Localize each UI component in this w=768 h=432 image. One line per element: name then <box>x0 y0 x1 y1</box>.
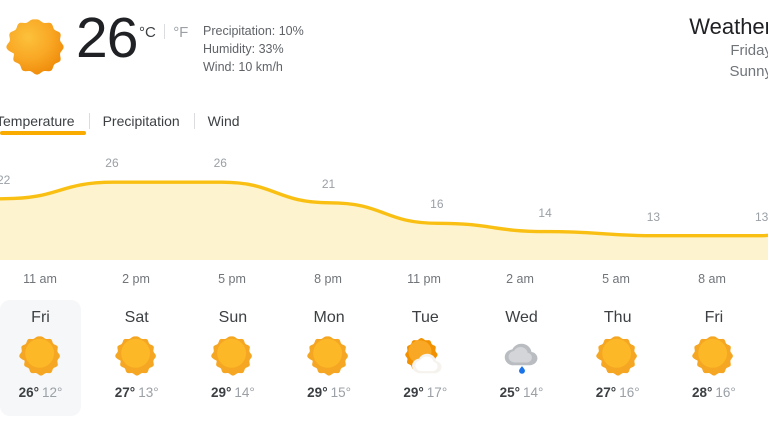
forecast-low: 15° <box>330 385 352 400</box>
forecast-day-card[interactable]: Fri 26° 12° <box>0 300 81 416</box>
forecast-high: 27° <box>114 385 136 400</box>
chart-area-fill <box>0 182 768 260</box>
forecast-day-card[interactable]: Sat 27° 13° <box>96 300 177 416</box>
tab-wind[interactable]: Wind <box>193 112 254 130</box>
current-temperature: 26 <box>76 6 138 70</box>
sun-icon <box>96 332 177 380</box>
tab-precipitation[interactable]: Precipitation <box>88 112 194 130</box>
forecast-day-name: Wed <box>505 309 538 326</box>
weather-header: 26 °C °F Precipitation: 10% Humidity: 33… <box>0 0 768 96</box>
forecast-day-name: Fri <box>704 309 724 326</box>
header-divider <box>196 22 197 74</box>
forecast-day-card[interactable]: Sun 29° 14° <box>192 300 273 416</box>
chart-line <box>0 180 768 238</box>
forecast-temps: 29° 17° <box>385 384 466 402</box>
forecast-low: 13° <box>138 385 159 400</box>
rain-icon <box>481 332 562 380</box>
forecast-day-card[interactable]: Mon 29° 15° <box>289 300 370 416</box>
time-axis-tick: 5 am <box>602 272 630 286</box>
wind-value: Wind: 10 km/h <box>203 60 283 74</box>
current-conditions: Precipitation: 10% Humidity: 33% Wind: 1… <box>203 22 304 76</box>
forecast-high: 27° <box>595 385 617 400</box>
time-axis-tick: 2 am <box>506 272 534 286</box>
forecast-high: 29° <box>210 385 232 400</box>
sun-icon <box>6 16 68 78</box>
forecast-day-card[interactable]: Fri 28° 16° <box>673 300 754 416</box>
forecast-high: 28° <box>691 385 713 400</box>
chart-point-label: 26 <box>213 156 227 171</box>
chart-tabs: Temperature Precipitation Wind <box>0 104 254 138</box>
forecast-temps: 25° 14° <box>481 384 562 402</box>
forecast-high: 29° <box>403 385 424 400</box>
forecast-temps: 29° 15° <box>289 384 370 402</box>
forecast-low: 17° <box>426 385 448 400</box>
time-axis-tick: 2 pm <box>122 272 150 286</box>
time-axis: 11 am 2 pm 5 pm 8 pm 11 pm 2 am 5 am 8 am <box>0 271 768 291</box>
forecast-temps: 28° 16° <box>673 384 754 402</box>
forecast-low: 12° <box>42 385 63 400</box>
sun-icon <box>673 332 754 380</box>
forecast-high: 29° <box>307 385 328 400</box>
forecast-day-card[interactable]: Thu 27° 16° <box>577 300 658 416</box>
chart-point-label: 22 <box>0 172 11 187</box>
daily-forecast: Fri 26° 12° Sat 27° 13° Sun 29° 14° Mon 29 <box>0 300 768 420</box>
temperature-chart <box>0 160 768 260</box>
fahrenheit-option[interactable]: °F <box>173 24 189 41</box>
forecast-high: 25° <box>499 385 520 400</box>
time-axis-tick: 11 pm <box>407 272 441 286</box>
chart-point-label: 26 <box>105 156 119 171</box>
chart-point-label: 14 <box>538 205 552 220</box>
forecast-day-card[interactable]: Tue 29° 17° <box>385 300 466 416</box>
location-summary: Weather Friday Sunny <box>689 14 768 82</box>
page-title: Weather <box>689 14 768 39</box>
time-axis-tick: 8 pm <box>314 272 342 286</box>
chart-point-label: 13 <box>755 209 768 224</box>
forecast-temps: 27° 16° <box>577 384 658 402</box>
unit-toggle[interactable]: °C °F <box>139 24 188 42</box>
time-axis-tick: 11 am <box>23 272 57 286</box>
forecast-temps: 26° 12° <box>0 384 81 402</box>
sun-icon <box>192 332 273 380</box>
current-summary: Sunny <box>729 63 768 80</box>
chart-point-label: 13 <box>646 209 661 224</box>
celsius-option[interactable]: °C <box>139 24 156 41</box>
active-tab-indicator <box>0 131 86 135</box>
forecast-low: 14° <box>523 385 544 400</box>
forecast-low: 16° <box>619 385 640 400</box>
forecast-day-card[interactable]: Wed 25° 14° <box>481 300 562 416</box>
time-axis-tick: 8 am <box>698 272 726 286</box>
forecast-day-name: Sat <box>124 309 149 326</box>
forecast-low: 16° <box>715 385 736 400</box>
forecast-day-name: Fri <box>31 309 50 326</box>
forecast-high: 26° <box>18 385 39 400</box>
time-axis-tick: 5 pm <box>218 272 246 286</box>
forecast-temps: 27° 13° <box>96 384 177 402</box>
unit-divider <box>164 24 166 39</box>
tab-temperature[interactable]: Temperature <box>0 113 75 129</box>
humidity-value: Humidity: 33% <box>203 42 284 56</box>
sun-icon <box>577 332 658 380</box>
precipitation-value: Precipitation: 10% <box>203 24 304 38</box>
chart-point-labels: 22 26 26 21 16 14 13 13 <box>0 156 768 223</box>
forecast-day-name: Thu <box>603 309 632 326</box>
chart-point-label: 16 <box>430 197 444 212</box>
chart-svg <box>0 180 768 260</box>
current-day: Friday <box>730 42 768 59</box>
sun-icon <box>289 332 370 380</box>
sun-icon <box>0 332 81 380</box>
chart-point-label: 21 <box>321 176 336 191</box>
forecast-day-name: Tue <box>411 309 439 326</box>
partly-cloudy-icon <box>385 332 466 380</box>
forecast-low: 14° <box>234 385 255 400</box>
forecast-temps: 29° 14° <box>192 384 273 402</box>
forecast-day-name: Sun <box>218 309 248 326</box>
forecast-day-name: Mon <box>313 309 345 326</box>
